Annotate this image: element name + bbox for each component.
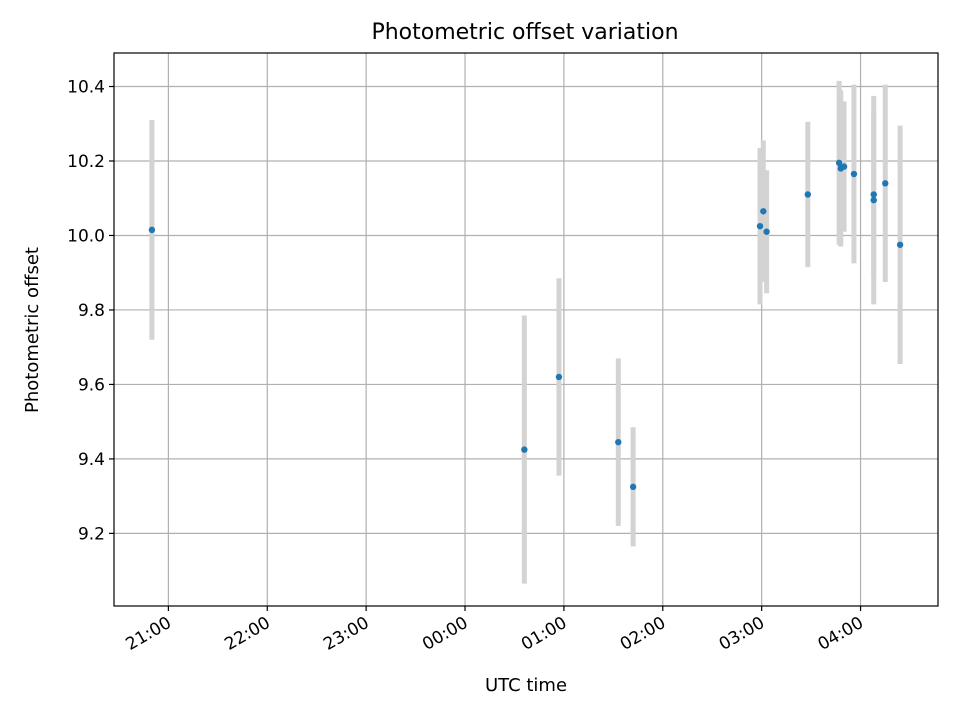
data-point xyxy=(804,191,812,198)
data-point xyxy=(756,222,764,230)
data-point xyxy=(763,228,770,235)
data-point xyxy=(760,208,767,215)
y-tick-label: 10.4 xyxy=(67,78,105,98)
y-tick-label: 9.2 xyxy=(78,524,105,544)
error-bars xyxy=(149,80,903,584)
chart-title: Photometric offset variation xyxy=(371,20,678,45)
x-tick-label: 00:00 xyxy=(419,613,471,655)
data-point xyxy=(555,373,563,381)
data-point xyxy=(840,163,848,170)
x-axis-label: UTC time xyxy=(485,675,567,696)
x-tick-label: 21:00 xyxy=(122,613,174,655)
y-axis-label: Photometric offset xyxy=(22,247,43,413)
data-point xyxy=(882,180,889,187)
data-point xyxy=(870,196,877,204)
y-tick-label: 10.2 xyxy=(67,152,105,172)
y-tick-label: 10.0 xyxy=(67,226,105,246)
y-tick-label: 9.8 xyxy=(78,301,105,321)
x-tick-label: 02:00 xyxy=(617,613,669,655)
x-tick-label: 23:00 xyxy=(320,613,372,655)
data-point xyxy=(629,483,637,491)
x-tick-label: 04:00 xyxy=(815,613,867,655)
y-tick-label: 9.4 xyxy=(78,450,105,470)
grid xyxy=(114,53,938,606)
x-axis: 21:00 22:00 23:00 00:00 01:00 02:00 03:00 04:00 xyxy=(122,606,867,655)
data-points xyxy=(148,159,904,491)
y-tick-label: 9.6 xyxy=(78,375,105,395)
plot-area xyxy=(113,52,939,607)
y-axis: 9.2 9.4 9.6 9.8 10.0 10.2 10.4 xyxy=(67,78,114,544)
x-tick-label: 01:00 xyxy=(518,613,570,655)
data-point xyxy=(521,446,528,453)
data-point xyxy=(870,191,877,198)
x-tick-label: 22:00 xyxy=(221,613,273,655)
x-tick-label: 03:00 xyxy=(716,613,768,655)
data-point xyxy=(896,241,904,248)
data-point xyxy=(835,159,843,167)
data-point xyxy=(850,170,858,178)
data-point xyxy=(615,438,622,446)
data-point xyxy=(148,226,156,234)
